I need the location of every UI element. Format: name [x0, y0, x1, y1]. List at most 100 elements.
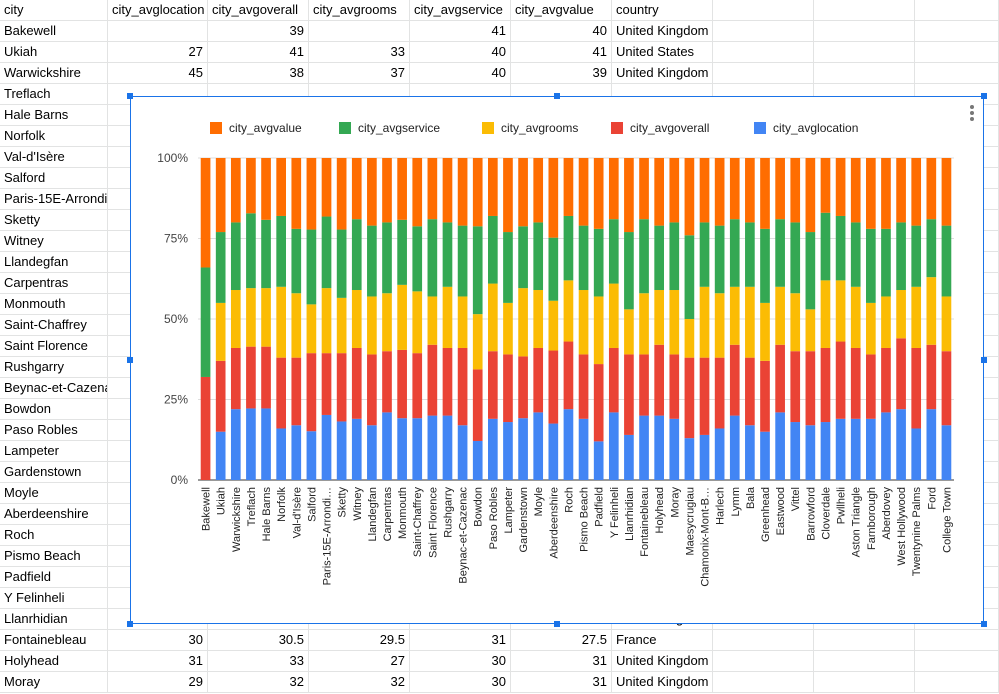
table-cell[interactable]: Moyle [0, 483, 108, 504]
table-cell[interactable]: Gardenstown [0, 462, 108, 483]
table-cell[interactable]: 27 [108, 42, 208, 63]
table-cell[interactable] [713, 63, 814, 84]
resize-handle-tl[interactable] [127, 93, 133, 99]
table-cell[interactable]: 27.5 [511, 630, 612, 651]
table-cell[interactable]: 33 [309, 42, 410, 63]
table-cell[interactable] [915, 672, 999, 693]
table-cell[interactable]: United Kingdom [612, 63, 713, 84]
table-cell[interactable]: 39 [511, 63, 612, 84]
header-cell[interactable] [814, 0, 915, 21]
table-cell[interactable]: Rushgarry [0, 357, 108, 378]
table-cell[interactable]: Carpentras [0, 273, 108, 294]
table-cell[interactable]: Witney [0, 231, 108, 252]
header-cell[interactable]: city_avgvalue [511, 0, 612, 21]
table-cell[interactable] [309, 21, 410, 42]
table-cell[interactable]: Beynac-et-Cazenac [0, 378, 108, 399]
table-cell[interactable]: Warwickshire [0, 63, 108, 84]
table-cell[interactable]: 38 [208, 63, 309, 84]
table-cell[interactable]: 41 [208, 42, 309, 63]
header-cell[interactable]: city_avgoverall [208, 0, 309, 21]
table-cell[interactable] [814, 21, 915, 42]
table-cell[interactable]: Llandegfan [0, 252, 108, 273]
table-cell[interactable] [814, 672, 915, 693]
table-cell[interactable]: Moray [0, 672, 108, 693]
table-cell[interactable]: Paso Robles [0, 420, 108, 441]
resize-handle-bc[interactable] [554, 621, 560, 627]
table-cell[interactable]: Paris-15E-Arrondissement [0, 189, 108, 210]
table-cell[interactable]: Pismo Beach [0, 546, 108, 567]
resize-handle-tr[interactable] [981, 93, 987, 99]
table-cell[interactable]: Holyhead [0, 651, 108, 672]
table-cell[interactable] [814, 651, 915, 672]
table-cell[interactable] [814, 630, 915, 651]
table-cell[interactable]: United Kingdom [612, 21, 713, 42]
table-cell[interactable]: Norfolk [0, 126, 108, 147]
resize-handle-tc[interactable] [554, 93, 560, 99]
table-cell[interactable]: 41 [410, 21, 511, 42]
table-cell[interactable]: Saint Florence [0, 336, 108, 357]
header-cell[interactable]: country [612, 0, 713, 21]
table-cell[interactable]: 29.5 [309, 630, 410, 651]
table-cell[interactable]: Val-d'Isère [0, 147, 108, 168]
table-cell[interactable]: Llanrhidian [0, 609, 108, 630]
table-cell[interactable]: Y Felinheli [0, 588, 108, 609]
table-cell[interactable]: 31 [511, 651, 612, 672]
resize-handle-br[interactable] [981, 621, 987, 627]
table-cell[interactable]: 39 [208, 21, 309, 42]
table-cell[interactable]: 40 [410, 42, 511, 63]
table-cell[interactable]: Roch [0, 525, 108, 546]
table-cell[interactable]: 45 [108, 63, 208, 84]
table-cell[interactable] [713, 42, 814, 63]
table-cell[interactable]: Padfield [0, 567, 108, 588]
table-cell[interactable]: Monmouth [0, 294, 108, 315]
table-cell[interactable]: United States [612, 42, 713, 63]
table-cell[interactable]: Bowdon [0, 399, 108, 420]
table-cell[interactable]: 29 [108, 672, 208, 693]
table-cell[interactable] [915, 63, 999, 84]
table-cell[interactable] [713, 672, 814, 693]
table-cell[interactable]: 30.5 [208, 630, 309, 651]
table-cell[interactable] [108, 21, 208, 42]
more-vert-icon[interactable] [969, 103, 975, 123]
table-cell[interactable]: 31 [108, 651, 208, 672]
resize-handle-bl[interactable] [127, 621, 133, 627]
header-cell[interactable]: city [0, 0, 108, 21]
table-cell[interactable] [814, 63, 915, 84]
table-cell[interactable] [814, 42, 915, 63]
table-cell[interactable]: 30 [410, 672, 511, 693]
header-cell[interactable]: city_avgservice [410, 0, 511, 21]
table-cell[interactable]: 33 [208, 651, 309, 672]
table-cell[interactable]: Salford [0, 168, 108, 189]
table-cell[interactable] [713, 630, 814, 651]
table-cell[interactable]: Fontainebleau [0, 630, 108, 651]
header-cell[interactable]: city_avglocation [108, 0, 208, 21]
table-cell[interactable]: Aberdeenshire [0, 504, 108, 525]
table-cell[interactable] [915, 42, 999, 63]
header-cell[interactable] [915, 0, 999, 21]
chart-container[interactable]: 0% 25% 50% 75% 100% city_avgvalue city_avgserv… [130, 96, 984, 624]
table-cell[interactable]: 32 [208, 672, 309, 693]
header-cell[interactable]: city_avgrooms [309, 0, 410, 21]
table-cell[interactable]: United Kingdom [612, 672, 713, 693]
table-cell[interactable]: 40 [511, 21, 612, 42]
resize-handle-mr[interactable] [981, 357, 987, 363]
table-cell[interactable]: Treflach [0, 84, 108, 105]
table-cell[interactable]: Sketty [0, 210, 108, 231]
resize-handle-ml[interactable] [127, 357, 133, 363]
table-cell[interactable]: Ukiah [0, 42, 108, 63]
table-cell[interactable]: Saint-Chaffrey [0, 315, 108, 336]
table-cell[interactable] [915, 630, 999, 651]
table-cell[interactable]: 27 [309, 651, 410, 672]
table-cell[interactable]: France [612, 630, 713, 651]
table-cell[interactable]: 32 [309, 672, 410, 693]
table-cell[interactable] [713, 651, 814, 672]
table-cell[interactable]: 37 [309, 63, 410, 84]
table-cell[interactable] [713, 21, 814, 42]
table-cell[interactable]: 31 [511, 672, 612, 693]
header-cell[interactable] [713, 0, 814, 21]
table-cell[interactable]: Lampeter [0, 441, 108, 462]
table-cell[interactable] [915, 21, 999, 42]
table-cell[interactable]: 41 [511, 42, 612, 63]
table-cell[interactable]: Bakewell [0, 21, 108, 42]
table-cell[interactable] [915, 651, 999, 672]
